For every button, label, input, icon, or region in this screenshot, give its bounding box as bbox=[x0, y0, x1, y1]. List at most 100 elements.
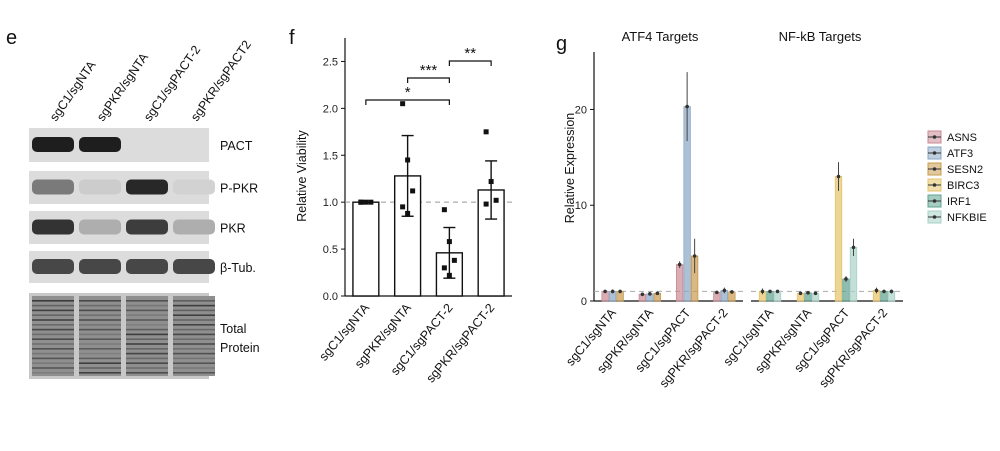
lane-label: sgC1/sgNTA bbox=[47, 58, 99, 124]
total-protein-line bbox=[32, 319, 74, 321]
total-protein-line bbox=[126, 328, 168, 331]
mean-point bbox=[760, 289, 765, 294]
blot-band bbox=[126, 259, 168, 274]
blot-band bbox=[32, 179, 74, 195]
data-point bbox=[441, 207, 447, 213]
total-protein-label-1: Total bbox=[220, 322, 246, 336]
data-point bbox=[441, 265, 447, 271]
mean-point bbox=[655, 291, 660, 296]
data-point bbox=[358, 199, 364, 205]
total-protein-line bbox=[79, 304, 121, 307]
mean-point bbox=[851, 245, 856, 250]
total-protein-line bbox=[79, 357, 121, 360]
blot-band bbox=[79, 259, 121, 274]
data-point bbox=[493, 197, 499, 203]
blot-band bbox=[79, 219, 121, 235]
bar-birc3 bbox=[834, 176, 843, 302]
total-protein-line bbox=[79, 338, 121, 340]
total-protein-line bbox=[126, 324, 168, 326]
total-protein-line bbox=[126, 367, 168, 369]
mean-point bbox=[836, 174, 841, 179]
total-protein-line bbox=[173, 333, 215, 336]
total-protein-line bbox=[32, 338, 74, 340]
total-protein-line bbox=[173, 362, 215, 364]
blot-row-label: P-PKR bbox=[220, 182, 258, 196]
mean-point bbox=[722, 288, 727, 293]
legend-key-dot bbox=[932, 183, 937, 187]
mean-point bbox=[806, 291, 810, 295]
y-tick-label: 1.0 bbox=[323, 197, 338, 209]
blot-band bbox=[32, 219, 74, 235]
total-protein-line bbox=[32, 324, 74, 326]
mean-point bbox=[715, 290, 719, 295]
total-protein-line bbox=[126, 372, 168, 374]
blot-row-label: β-Tub. bbox=[220, 261, 256, 275]
total-protein-line bbox=[79, 372, 121, 374]
blot-band bbox=[126, 179, 168, 195]
total-protein-line bbox=[126, 309, 168, 312]
data-point bbox=[451, 257, 457, 263]
data-point bbox=[410, 188, 416, 194]
total-protein-line bbox=[79, 314, 121, 316]
viability-y-axis-title: Relative Viability bbox=[295, 130, 309, 222]
y-tick-label: 20 bbox=[575, 104, 587, 116]
facet-title-nfkb: NF-kB Targets bbox=[779, 29, 862, 44]
blot-band bbox=[173, 259, 215, 274]
mean-point bbox=[677, 262, 682, 267]
mean-point bbox=[610, 289, 615, 294]
total-protein-line bbox=[173, 352, 215, 355]
total-protein-line bbox=[32, 300, 74, 302]
mean-point bbox=[692, 254, 697, 258]
total-protein-line bbox=[32, 367, 74, 369]
legend-key-dot bbox=[932, 151, 937, 155]
y-tick-label: 0 bbox=[581, 296, 587, 308]
legend-key-dot bbox=[932, 135, 937, 139]
data-point bbox=[483, 201, 489, 207]
mean-point bbox=[882, 289, 886, 294]
total-protein-line bbox=[173, 348, 215, 350]
mean-point bbox=[844, 277, 848, 281]
total-protein-line bbox=[173, 300, 215, 302]
bar bbox=[352, 201, 380, 297]
legend-label: IRF1 bbox=[947, 196, 971, 208]
total-protein-line bbox=[173, 343, 215, 345]
legend-label: ASNS bbox=[947, 132, 977, 144]
blot-band bbox=[126, 219, 168, 235]
mean-point bbox=[640, 292, 645, 297]
total-protein-line bbox=[126, 314, 168, 316]
blot-band bbox=[79, 179, 121, 195]
total-protein-line bbox=[32, 328, 74, 331]
legend-key-dot bbox=[932, 199, 937, 203]
mean-point bbox=[685, 104, 689, 109]
mean-point bbox=[648, 292, 652, 296]
expression-legend: ASNS ATF3 SESN2 BIRC3 IRF1 NFKBIE bbox=[927, 130, 987, 224]
total-protein-line bbox=[173, 319, 215, 321]
total-protein-line bbox=[79, 362, 121, 364]
total-protein-line bbox=[32, 372, 74, 374]
total-protein-line bbox=[32, 333, 74, 336]
blot-band bbox=[32, 259, 74, 274]
data-point bbox=[488, 179, 494, 185]
total-protein-line bbox=[126, 300, 168, 302]
legend-label: ATF3 bbox=[947, 148, 973, 160]
x-tick-label: sgPKR/sgPACT-2 bbox=[657, 306, 731, 390]
total-protein-line bbox=[173, 309, 215, 312]
total-protein-line bbox=[32, 362, 74, 364]
significance-bracket bbox=[365, 99, 450, 105]
total-protein-line bbox=[32, 309, 74, 312]
data-point bbox=[400, 101, 406, 107]
total-protein-line bbox=[126, 304, 168, 307]
data-point bbox=[405, 157, 411, 163]
legend-label: BIRC3 bbox=[947, 180, 979, 192]
bar-irf1 bbox=[842, 278, 850, 302]
mean-point bbox=[768, 289, 772, 294]
total-protein-line bbox=[126, 343, 168, 345]
total-protein-line bbox=[79, 352, 121, 355]
panel-letter-g: g bbox=[556, 33, 567, 55]
total-protein-line bbox=[79, 300, 121, 302]
bar-asns bbox=[675, 264, 684, 302]
panel-letter-f: f bbox=[289, 27, 295, 49]
total-protein-line bbox=[79, 343, 121, 345]
blot-band bbox=[79, 137, 121, 152]
total-protein-line bbox=[126, 338, 168, 340]
